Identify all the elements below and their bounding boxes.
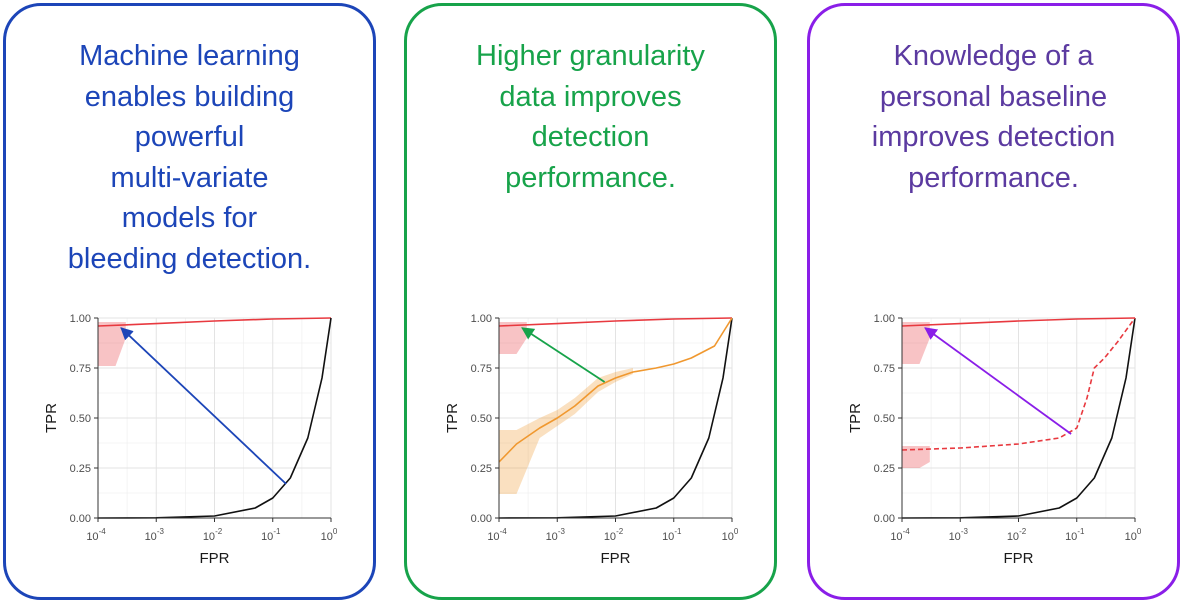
headline-line: powerful <box>134 121 245 153</box>
y-tick-label: 1.00 <box>874 313 895 325</box>
x-axis-title: FPR <box>200 550 230 567</box>
headline-line: Machine learning <box>79 40 300 72</box>
roc-chart: 10-4 10-3 10-2 10-1 100 0.00 0.25 0.50 0.75 1.00 F… <box>43 313 338 567</box>
improvement-arrow <box>521 327 606 383</box>
x-tick-label: 10-3 <box>546 527 566 543</box>
panel-machine-learning: Machine learning enables building powerf… <box>3 3 376 600</box>
headline-line: data improves <box>499 80 682 113</box>
headline-line: bleeding detection. <box>67 242 312 275</box>
y-axis-title: TPR <box>444 403 461 433</box>
headline-line: personal baseline <box>879 80 1108 113</box>
panel-granularity: Higher granularity data improves detecti… <box>404 3 777 600</box>
x-tick-label: 10-4 <box>890 527 910 543</box>
headline-line: Higher granularity <box>476 40 705 72</box>
x-tick-label: 10-2 <box>604 527 624 543</box>
x-tick-label: 10-1 <box>662 527 682 543</box>
x-tick-label: 10-4 <box>86 527 106 543</box>
x-tick-label: 10-2 <box>203 527 223 543</box>
confidence-band <box>902 446 930 468</box>
y-tick-label: 0.00 <box>874 513 895 525</box>
y-tick-label: 0.25 <box>70 463 91 475</box>
headline-line: Knowledge of a <box>893 40 1094 72</box>
confidence-band <box>98 322 126 366</box>
x-tick-label: 10-1 <box>261 527 281 543</box>
x-axis-title: FPR <box>1004 550 1034 567</box>
roc-curve <box>97 317 332 519</box>
y-tick-label: 0.50 <box>70 413 91 425</box>
x-tick-label: 10-1 <box>1065 527 1085 543</box>
x-tick-label: 10-3 <box>949 527 969 543</box>
headline-line: performance. <box>505 161 676 194</box>
x-tick-label: 100 <box>722 527 739 543</box>
roc-curve <box>901 317 1136 519</box>
x-tick-label: 10-3 <box>145 527 165 543</box>
panel-personal-baseline: Knowledge of a personal baseline improve… <box>807 3 1180 600</box>
roc-chart: 10-4 10-3 10-2 10-1 100 0.00 0.25 0.50 0.75 1.00 F… <box>444 313 739 567</box>
headline-line: models for <box>121 202 258 234</box>
confidence-band <box>499 322 527 354</box>
y-tick-label: 0.00 <box>471 513 492 525</box>
headline-line: enables building <box>84 80 295 113</box>
roc-curve <box>498 317 733 519</box>
roc-curve <box>901 317 1136 451</box>
x-axis-title: FPR <box>601 550 631 567</box>
roc-chart: 10-4 10-3 10-2 10-1 100 0.00 0.25 0.50 0.75 1.00 F… <box>847 313 1142 567</box>
y-tick-label: 0.75 <box>70 363 91 375</box>
y-tick-label: 0.25 <box>874 463 895 475</box>
headline-line: performance. <box>908 161 1079 194</box>
panel-headline: Knowledge of a personal baseline improve… <box>810 36 1177 198</box>
headline-line: improves detection <box>871 121 1116 153</box>
y-axis-title: TPR <box>847 403 864 433</box>
roc-curve <box>498 317 733 327</box>
y-tick-label: 0.75 <box>874 363 895 375</box>
x-tick-label: 10-4 <box>487 527 507 543</box>
x-tick-label: 10-2 <box>1007 527 1027 543</box>
headline-line: multi-variate <box>110 161 269 194</box>
y-tick-label: 0.25 <box>471 463 492 475</box>
panel-headline: Higher granularity data improves detecti… <box>407 36 774 198</box>
panel-headline: Machine learning enables building powerf… <box>6 36 373 279</box>
y-axis-title: TPR <box>43 403 60 433</box>
confidence-band <box>902 322 930 364</box>
x-tick-label: 100 <box>321 527 338 543</box>
y-tick-label: 0.75 <box>471 363 492 375</box>
y-tick-label: 1.00 <box>471 313 492 325</box>
y-tick-label: 0.00 <box>70 513 91 525</box>
y-tick-label: 1.00 <box>70 313 91 325</box>
roc-curve <box>97 317 332 327</box>
x-tick-label: 100 <box>1125 527 1142 543</box>
headline-line: detection <box>531 121 650 153</box>
y-tick-label: 0.50 <box>471 413 492 425</box>
roc-curve <box>498 317 733 463</box>
improvement-arrow <box>924 327 1072 435</box>
confidence-band <box>499 368 633 494</box>
y-tick-label: 0.50 <box>874 413 895 425</box>
improvement-arrow <box>120 327 287 485</box>
roc-curve <box>901 317 1136 327</box>
